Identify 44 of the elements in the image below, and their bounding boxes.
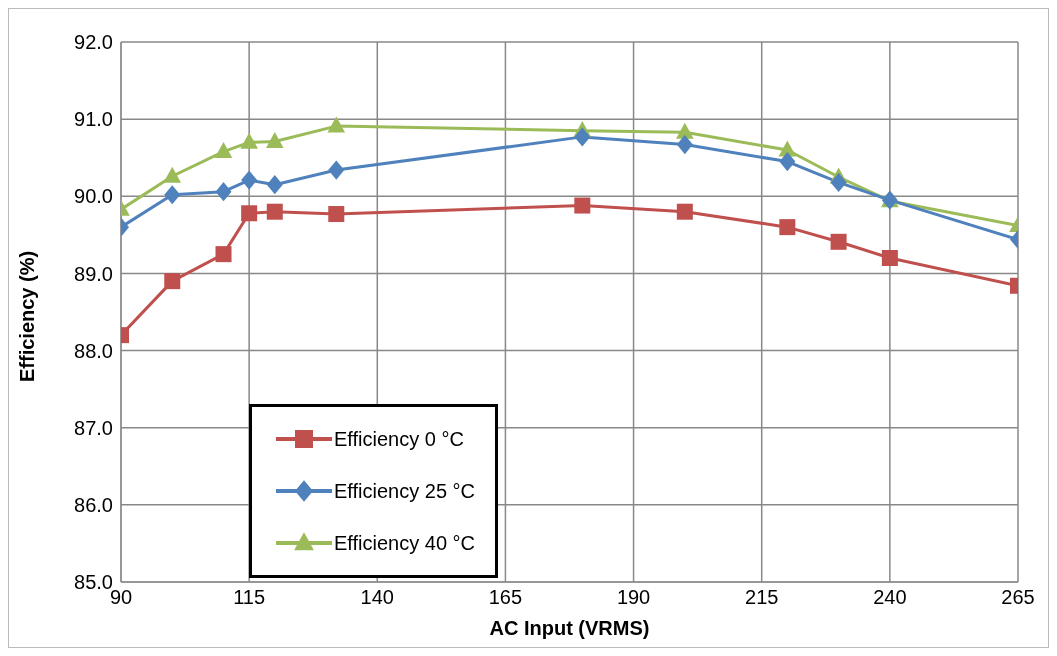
x-tick-label: 140 bbox=[360, 586, 394, 609]
y-tick-label: 86.0 bbox=[74, 493, 113, 516]
point bbox=[830, 172, 847, 192]
point bbox=[779, 151, 796, 172]
point bbox=[574, 127, 591, 147]
point bbox=[328, 160, 345, 180]
point bbox=[266, 203, 283, 220]
y-tick-label: 92.0 bbox=[74, 31, 113, 54]
point bbox=[676, 122, 694, 139]
x-tick-label: 265 bbox=[1001, 586, 1035, 609]
y-axis-title: Efficiency (%) bbox=[16, 250, 39, 382]
y-tick-label: 87.0 bbox=[74, 416, 113, 439]
x-tick-label: 215 bbox=[745, 586, 779, 609]
point bbox=[327, 116, 346, 133]
point bbox=[574, 197, 591, 214]
point bbox=[164, 185, 181, 205]
x-tick-label: 190 bbox=[616, 586, 651, 609]
legend-label: Efficiency 40 °C bbox=[334, 531, 476, 555]
point bbox=[328, 206, 345, 223]
point bbox=[676, 203, 693, 220]
x-axis-title: AC Input (VRMS) bbox=[489, 617, 650, 639]
point bbox=[241, 170, 258, 190]
point bbox=[215, 182, 232, 202]
x-tick-label: 115 bbox=[233, 586, 266, 609]
point bbox=[163, 166, 182, 183]
point bbox=[779, 219, 796, 236]
point bbox=[240, 132, 258, 149]
point bbox=[676, 135, 693, 155]
point bbox=[241, 205, 258, 222]
y-tick-label: 91.0 bbox=[74, 108, 113, 131]
y-tick-label: 89.0 bbox=[74, 262, 113, 285]
x-tick-label: 240 bbox=[873, 586, 907, 609]
x-tick-label: 165 bbox=[488, 586, 523, 609]
y-tick-label: 88.0 bbox=[74, 339, 113, 362]
point bbox=[266, 175, 283, 195]
legend-label: Efficiency 0 °C bbox=[334, 427, 464, 451]
point bbox=[164, 273, 181, 290]
point bbox=[214, 141, 233, 158]
legend-label: Efficiency 25 °C bbox=[334, 479, 476, 503]
point bbox=[215, 246, 232, 263]
point bbox=[830, 233, 847, 250]
y-tick-label: 90.0 bbox=[74, 185, 113, 208]
point bbox=[265, 131, 284, 148]
point bbox=[881, 250, 898, 266]
